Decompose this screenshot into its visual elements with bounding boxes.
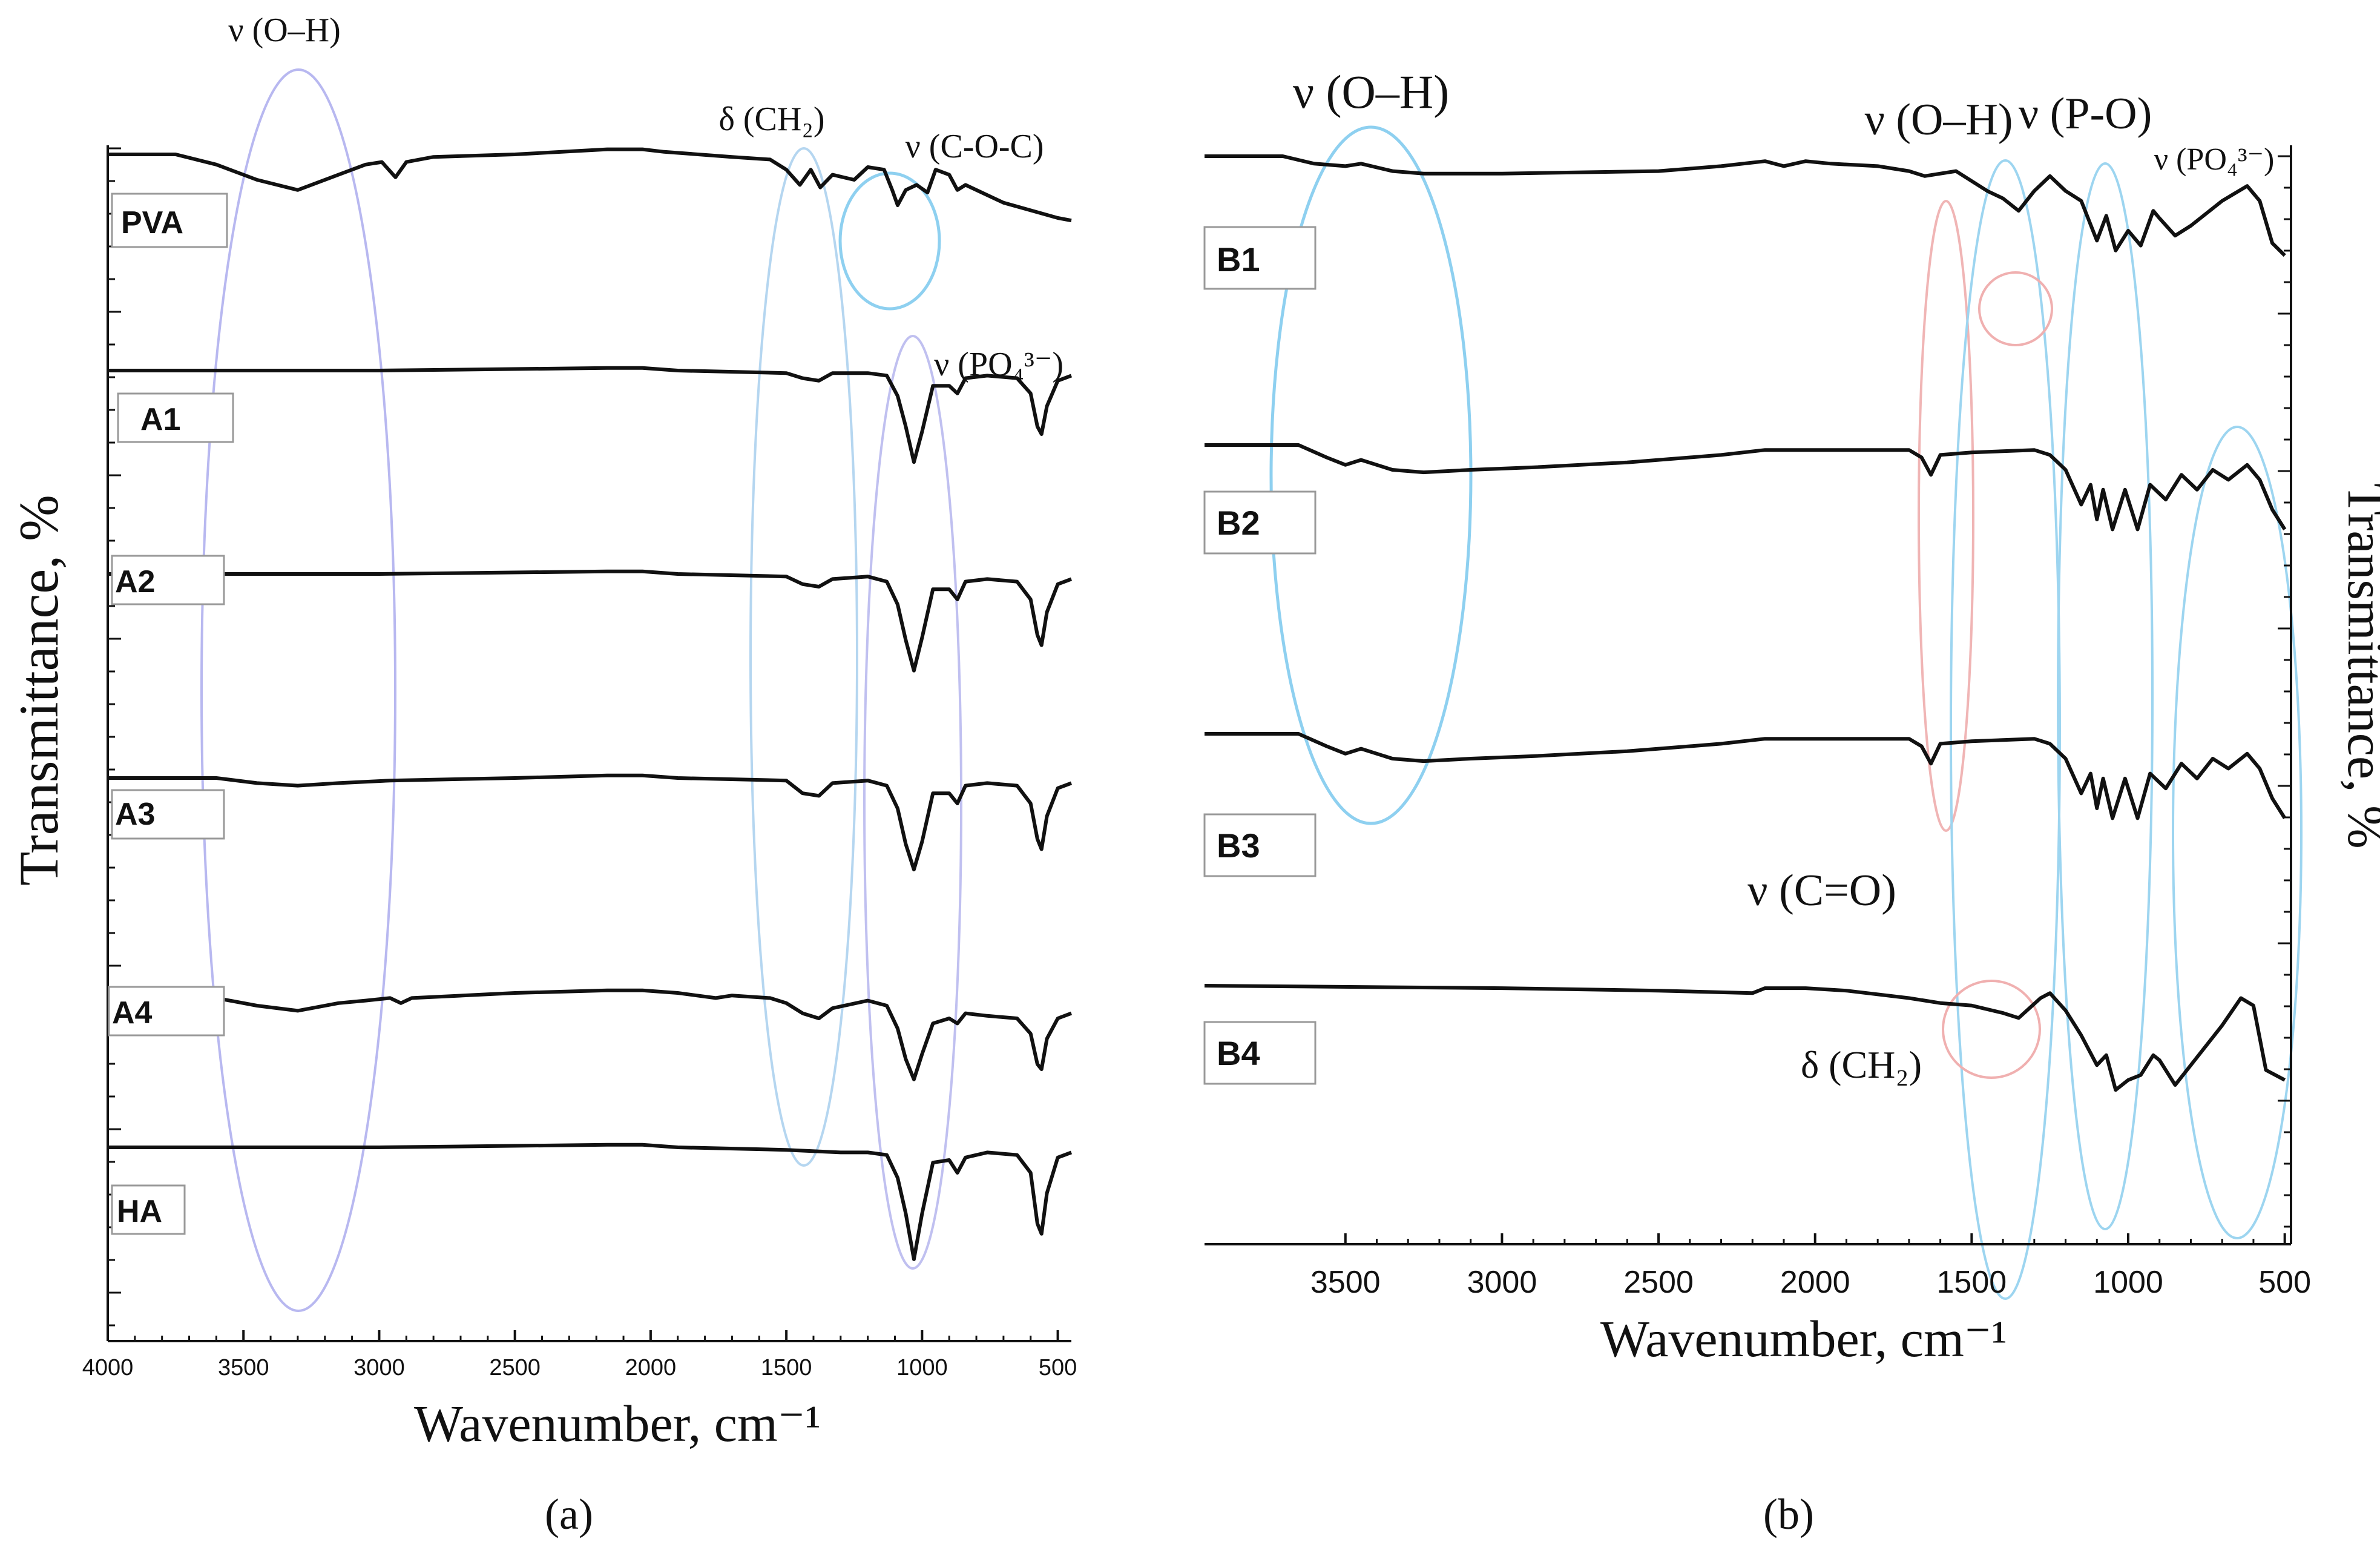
annot-b-po4: ν (PO₄³⁻) (2154, 142, 2275, 177)
spectrum-ha (108, 1142, 1073, 1261)
spectrum-b2 (1205, 443, 2287, 532)
xlabel-a: Wavenumber, cm⁻¹ (414, 1394, 821, 1452)
panel-a-curves (108, 147, 1073, 1261)
x-tick-label: 3000 (1467, 1265, 1537, 1300)
label-box-b4: B4 (1203, 1021, 1317, 1085)
ylabel-a: Transmittance, % (8, 495, 70, 886)
spectrum-b3 (1205, 732, 2287, 820)
panel-label-b: (b) (1763, 1490, 1814, 1538)
x-tick-label: 1500 (761, 1355, 812, 1380)
sample-label-b3: B3 (1217, 826, 1260, 865)
label-box-a2: A2 (111, 555, 225, 605)
x-tick-label: 1500 (1937, 1265, 2007, 1300)
axis-b-right-ticks (2278, 155, 2291, 1228)
annot-a-po4: ν (PO₄³⁻) (934, 346, 1063, 383)
spectrum-a1 (108, 366, 1073, 464)
label-box-b1: B1 (1203, 226, 1317, 290)
spectrum-b4 (1204, 984, 2286, 1092)
ellipse-a-po4 (863, 335, 962, 1270)
ellipse-a-ch2 (749, 147, 858, 1167)
label-box-b2: B2 (1203, 490, 1317, 555)
x-tick-label: 3500 (1310, 1265, 1381, 1300)
annot-b-po: ν (P-O) (2019, 89, 2152, 139)
ellipse-a-coc (838, 171, 941, 311)
annot-b-ch2: δ (CH₂) (1801, 1043, 1922, 1086)
panel-label-a: (a) (545, 1490, 593, 1538)
x-tick-label: 2000 (1780, 1265, 1850, 1300)
axis-a-x-ticks: 4000 3500 3000 2500 2000 1500 1000 500 (82, 1330, 1077, 1380)
x-tick-label: 1000 (2093, 1265, 2163, 1300)
spectrum-b1 (1205, 154, 2286, 257)
ellipse-b-po4 (2172, 426, 2303, 1239)
spectrum-a4 (108, 988, 1073, 1081)
sample-label-pva: PVA (121, 205, 183, 240)
label-box-ha: HA (111, 1184, 186, 1235)
x-tick-label: 3500 (218, 1355, 269, 1380)
panel-b: 3500 3000 2500 2000 1500 1000 500 B1 B2 B3 B4 … (1203, 65, 2380, 1538)
x-tick-label: 500 (2258, 1265, 2311, 1300)
sample-label-ha: HA (117, 1194, 162, 1229)
annot-a-oh: ν (O–H) (228, 12, 341, 49)
x-tick-label: 2000 (625, 1355, 677, 1380)
annot-a-ch2: δ (CH₂) (719, 101, 825, 138)
sample-label-a2: A2 (115, 564, 155, 599)
sample-label-b1: B1 (1217, 240, 1260, 279)
label-box-a3: A3 (111, 789, 225, 840)
xlabel-b: Wavenumber, cm⁻¹ (1600, 1310, 2007, 1368)
x-tick-label: 4000 (82, 1355, 134, 1380)
ellipse-b-po (2057, 162, 2154, 1230)
ellipse-a-oh (200, 68, 396, 1312)
circle-b-ch2 (1942, 980, 2041, 1079)
label-box-a4: A4 (108, 986, 225, 1037)
annot-b-co: ν (C=O) (1747, 866, 1896, 915)
sample-label-a3: A3 (115, 797, 155, 832)
x-tick-label: 2500 (489, 1355, 541, 1380)
ellipse-b-oh-broad (1269, 125, 1473, 825)
sample-label-a4: A4 (112, 995, 153, 1030)
annot-b-oh-broad: ν (O–H) (1293, 65, 1449, 118)
panel-b-curves (1204, 154, 2287, 1092)
spectrum-a3 (108, 773, 1073, 872)
circle-b-oh (1978, 271, 2053, 346)
panel-a: 4000 3500 3000 2500 2000 1500 1000 500 PVA A1 A… (8, 12, 1077, 1538)
label-box-pva: PVA (111, 193, 228, 248)
x-tick-label: 3000 (353, 1355, 405, 1380)
x-tick-label: 1000 (896, 1355, 948, 1380)
x-tick-label: 500 (1039, 1355, 1077, 1380)
annot-b-oh-narrow: ν (O–H) (1864, 95, 2013, 145)
label-box-a1: A1 (117, 392, 234, 443)
axis-a-left-ticks (108, 147, 121, 1327)
ellipse-b-co (1918, 200, 1974, 832)
annot-a-coc: ν (C-O-C) (905, 128, 1044, 165)
ylabel-b: Transmittance, % (2337, 483, 2380, 849)
sample-label-b2: B2 (1217, 504, 1260, 542)
spectrum-a2 (108, 569, 1073, 673)
spectrum-pva (108, 147, 1072, 223)
sample-label-a1: A1 (140, 402, 180, 437)
ellipse-b-oh-narrow (1950, 159, 2061, 1300)
label-box-b3: B3 (1203, 813, 1317, 877)
x-tick-label: 2500 (1623, 1265, 1694, 1300)
sample-label-b4: B4 (1217, 1034, 1260, 1072)
axis-b-x-ticks: 3500 3000 2500 2000 1500 1000 500 (1310, 1233, 2311, 1300)
